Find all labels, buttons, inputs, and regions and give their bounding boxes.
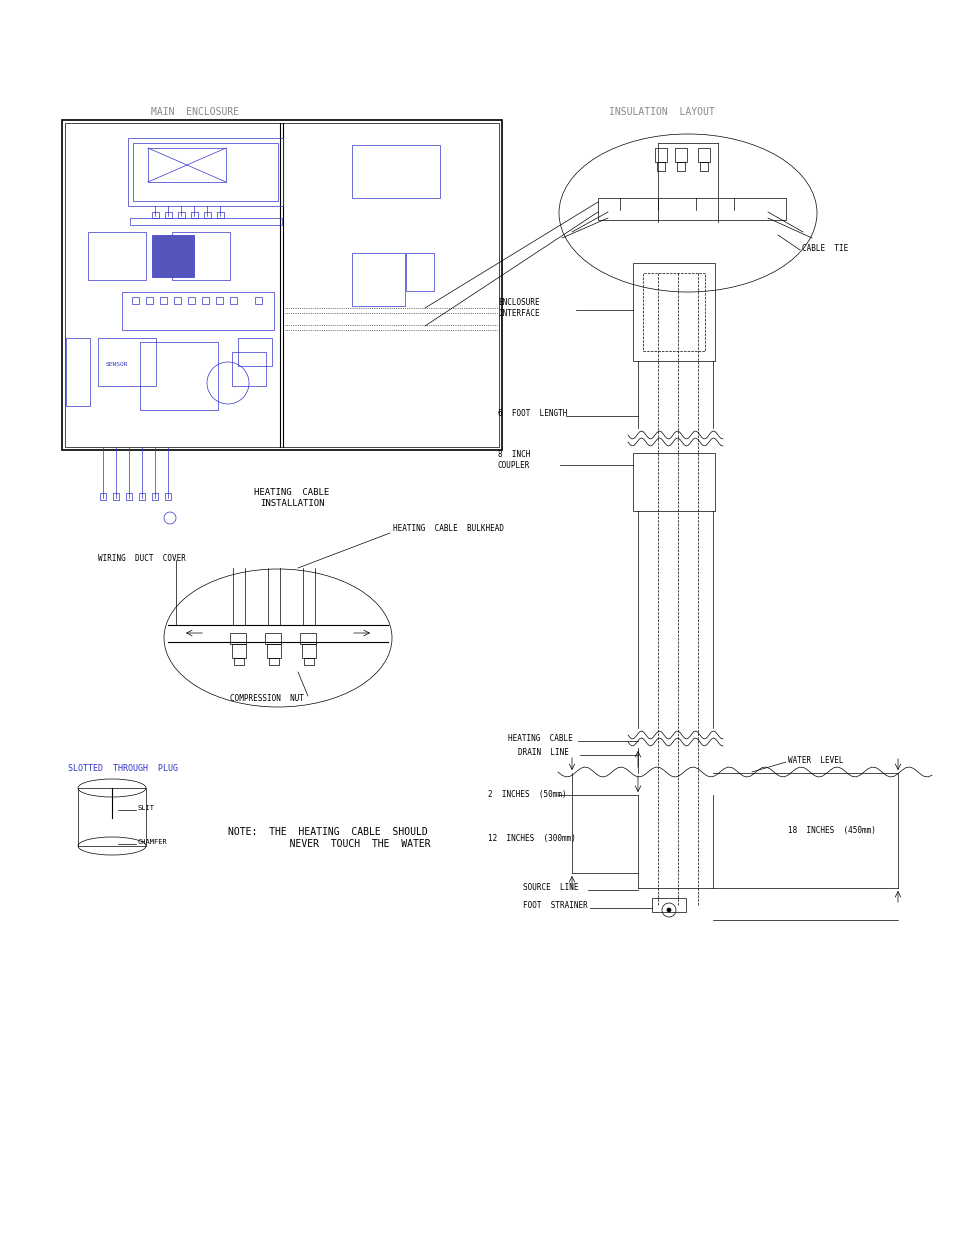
Bar bbox=[65, 124, 498, 447]
Bar bbox=[655, 148, 666, 162]
Bar bbox=[700, 162, 707, 170]
Bar bbox=[204, 212, 211, 219]
Bar bbox=[642, 273, 704, 351]
Text: 2  INCHES  (50mm): 2 INCHES (50mm) bbox=[488, 790, 566, 799]
Bar bbox=[651, 898, 685, 911]
Text: FOOT  STRAINER: FOOT STRAINER bbox=[522, 902, 587, 910]
Bar bbox=[677, 162, 684, 170]
Bar bbox=[78, 788, 146, 846]
Bar bbox=[178, 212, 185, 219]
Bar bbox=[598, 198, 785, 220]
Bar bbox=[165, 212, 172, 219]
Bar bbox=[352, 144, 439, 198]
Text: WIRING  DUCT  COVER: WIRING DUCT COVER bbox=[98, 553, 186, 562]
Bar bbox=[173, 296, 181, 304]
Text: DRAIN  LINE: DRAIN LINE bbox=[517, 747, 568, 757]
Text: NOTE:  THE  HEATING  CABLE  SHOULD
           NEVER  TOUCH  THE  WATER: NOTE: THE HEATING CABLE SHOULD NEVER TOU… bbox=[225, 827, 431, 848]
Bar bbox=[633, 263, 714, 361]
Bar bbox=[152, 235, 193, 277]
Bar bbox=[165, 493, 171, 500]
Bar bbox=[140, 342, 218, 410]
Bar bbox=[66, 338, 90, 406]
Text: MAIN  ENCLOSURE: MAIN ENCLOSURE bbox=[151, 107, 239, 117]
Bar bbox=[254, 296, 262, 304]
Bar bbox=[202, 296, 209, 304]
Bar bbox=[122, 291, 274, 330]
Bar bbox=[267, 643, 281, 658]
Text: ENCLOSURE
INTERFACE: ENCLOSURE INTERFACE bbox=[497, 299, 539, 317]
Bar bbox=[100, 493, 106, 500]
Bar bbox=[132, 296, 139, 304]
Bar bbox=[215, 296, 223, 304]
Bar bbox=[406, 253, 434, 291]
Bar bbox=[146, 296, 152, 304]
Bar bbox=[152, 212, 159, 219]
Bar bbox=[232, 643, 246, 658]
Bar bbox=[88, 232, 146, 280]
Text: SENSOR: SENSOR bbox=[106, 362, 129, 367]
Bar bbox=[265, 634, 281, 643]
Bar bbox=[633, 453, 714, 511]
Text: COMPRESSION  NUT: COMPRESSION NUT bbox=[230, 694, 304, 703]
Text: HEATING  CABLE: HEATING CABLE bbox=[507, 734, 572, 742]
Bar bbox=[62, 120, 501, 450]
Bar bbox=[128, 138, 283, 206]
Bar bbox=[132, 143, 277, 201]
Bar bbox=[130, 219, 282, 225]
Bar bbox=[160, 296, 167, 304]
Bar bbox=[304, 658, 314, 664]
Bar bbox=[172, 232, 230, 280]
Text: 8  INCH
COUPLER: 8 INCH COUPLER bbox=[497, 451, 530, 469]
Circle shape bbox=[666, 908, 670, 911]
Bar bbox=[152, 493, 158, 500]
Text: SOURCE  LINE: SOURCE LINE bbox=[522, 883, 578, 893]
Bar bbox=[216, 212, 224, 219]
Bar bbox=[230, 296, 236, 304]
Text: CHAMFER: CHAMFER bbox=[138, 839, 168, 845]
Bar bbox=[232, 352, 266, 387]
Bar bbox=[188, 296, 194, 304]
Text: 12  INCHES  (300mm): 12 INCHES (300mm) bbox=[488, 834, 576, 842]
Bar bbox=[126, 493, 132, 500]
Text: HEATING  CABLE
INSTALLATION: HEATING CABLE INSTALLATION bbox=[254, 488, 330, 508]
Text: 6  FOOT  LENGTH: 6 FOOT LENGTH bbox=[497, 409, 567, 417]
Bar bbox=[112, 493, 119, 500]
Text: INSULATION  LAYOUT: INSULATION LAYOUT bbox=[608, 107, 714, 117]
Bar bbox=[302, 643, 315, 658]
Text: HEATING  CABLE  BULKHEAD: HEATING CABLE BULKHEAD bbox=[393, 524, 503, 532]
Bar bbox=[98, 338, 156, 387]
Text: SLIT: SLIT bbox=[138, 805, 154, 811]
Bar bbox=[675, 148, 686, 162]
Text: SLOTTED  THROUGH  PLUG: SLOTTED THROUGH PLUG bbox=[68, 763, 178, 773]
Bar bbox=[139, 493, 145, 500]
Text: 18  INCHES  (450mm): 18 INCHES (450mm) bbox=[787, 825, 875, 835]
Bar bbox=[237, 338, 272, 366]
Bar bbox=[698, 148, 709, 162]
Bar bbox=[299, 634, 315, 643]
Bar bbox=[233, 658, 244, 664]
Bar bbox=[657, 162, 664, 170]
Bar bbox=[191, 212, 198, 219]
Text: WATER  LEVEL: WATER LEVEL bbox=[787, 756, 842, 764]
Bar bbox=[269, 658, 278, 664]
Bar bbox=[230, 634, 246, 643]
Bar bbox=[352, 253, 405, 306]
Bar bbox=[148, 148, 226, 182]
Text: CABLE  TIE: CABLE TIE bbox=[801, 243, 847, 252]
